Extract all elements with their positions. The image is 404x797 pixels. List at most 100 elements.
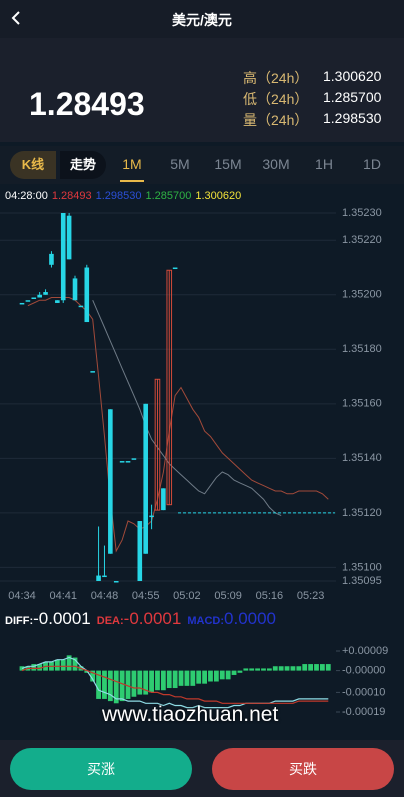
x-tick-label: 04:34: [8, 590, 36, 602]
stat-label: 高（24h）: [243, 70, 309, 86]
trade-button[interactable]: 买跌: [212, 748, 394, 790]
interval-tab[interactable]: 30M: [262, 156, 290, 172]
macd-bar: [37, 664, 43, 671]
macd-bar: [314, 664, 319, 671]
candle-body: [31, 297, 37, 300]
ohlc-value: 1.285700: [145, 190, 192, 202]
x-tick-label: 04:48: [91, 590, 119, 602]
macd-bar: [231, 670, 237, 675]
macd-bar: [149, 670, 154, 693]
stat-value: 1.285700: [323, 89, 382, 105]
macd-bar: [278, 666, 284, 671]
ohlc-value: 1.300620: [195, 190, 242, 202]
y-tick-label: 1.35200: [342, 289, 382, 301]
y-tick-label: 1.35220: [342, 234, 382, 246]
candle-body: [143, 403, 148, 554]
ohlc-header: 04:28:00 1.28493 1.298530 1.285700 1.300620: [5, 190, 245, 202]
macd-bar: [255, 668, 260, 671]
y-tick-label: 1.35140: [342, 452, 382, 464]
macd-bar: [284, 666, 290, 671]
candle-body: [166, 269, 173, 506]
watermark: www.tiaozhuan.net: [102, 703, 279, 726]
interval-tab[interactable]: 15M: [214, 156, 242, 172]
macd-bar: [184, 670, 190, 686]
macd-line: [21, 656, 329, 709]
top-bar: [0, 0, 404, 38]
macd-bar: [243, 668, 249, 671]
macd-bar: [102, 670, 107, 699]
macd-value: -0.0001: [123, 609, 182, 628]
trade-button[interactable]: 买涨: [10, 748, 192, 790]
macd-bar: [319, 664, 325, 671]
macd-label: DIFF:: [5, 615, 34, 627]
ma-line: [27, 297, 329, 553]
y-tick-label: 1.35160: [342, 398, 382, 410]
y-tick-label: 1.35100: [342, 561, 382, 573]
back-button[interactable]: [8, 9, 24, 27]
page-title: 美元/澳元: [172, 12, 232, 28]
candle-body: [66, 215, 72, 260]
macd-bar: [190, 670, 196, 686]
y-tick-label: -0.00010: [342, 686, 385, 698]
y-tick-label: 1.35180: [342, 343, 382, 355]
candle-body: [149, 515, 154, 518]
interval-tab[interactable]: 1H: [315, 156, 333, 172]
candle-body: [125, 461, 131, 463]
x-tick-label: 05:09: [214, 590, 242, 602]
x-tick-label: 05:16: [256, 590, 284, 602]
y-tick-label: +0.00009: [342, 645, 388, 657]
candle-body: [78, 305, 84, 308]
macd-label: MACD:: [187, 615, 225, 627]
candle-body: [55, 300, 60, 303]
macd-header: DIFF:-0.0001 DEA:-0.0001 MACD:0.0000: [5, 609, 282, 629]
macd-label: DEA:: [96, 615, 124, 627]
macd-bar: [90, 670, 96, 682]
macd-bar: [155, 670, 160, 691]
chart-type-tab[interactable]: 走势: [60, 151, 106, 179]
macd-bar: [219, 670, 225, 680]
macd-line: [21, 665, 329, 704]
ticker-panel: [0, 38, 404, 142]
x-tick-label: 05:02: [173, 590, 201, 602]
candle-body: [19, 302, 25, 305]
macd-bar: [84, 670, 90, 673]
macd-bar: [272, 666, 278, 671]
stat-label: 量（24h）: [243, 112, 309, 128]
candle-body: [49, 253, 54, 265]
x-tick-label: 04:55: [132, 590, 160, 602]
price: 1.28493: [29, 86, 145, 122]
macd-bar: [302, 664, 308, 671]
macd-bar: [225, 670, 231, 680]
candle-body: [131, 458, 137, 460]
macd-bar: [131, 670, 137, 697]
chart-type-tab[interactable]: K线: [10, 151, 56, 179]
candle-body: [84, 267, 90, 323]
ohlc-value: 1.28493: [51, 190, 92, 202]
interval-tab[interactable]: 5M: [170, 156, 190, 172]
charts: 1.35230 1.35220 1.35200 1.35180 1.35160 1.351…: [0, 207, 388, 718]
macd-bar: [113, 670, 119, 704]
macd-bar: [125, 670, 131, 699]
x-tick-label: 04:41: [49, 590, 77, 602]
macd-bar: [160, 670, 166, 691]
macd-value: -0.0001: [33, 609, 91, 628]
macd-bar: [266, 668, 272, 671]
macd-bar: [178, 670, 184, 686]
candle-body: [172, 267, 178, 270]
ohlc-value: 1.298530: [95, 190, 142, 202]
macd-bar: [208, 670, 213, 682]
candle-body: [161, 488, 166, 511]
stat-value: 1.300620: [323, 68, 382, 84]
interval-tab[interactable]: 1M: [122, 156, 142, 172]
candle-body: [119, 461, 125, 463]
macd-bar: [143, 670, 149, 695]
candle-body: [108, 409, 113, 554]
macd-bar: [249, 668, 255, 671]
interval-tab[interactable]: 1D: [363, 156, 381, 172]
candle-body: [37, 294, 42, 298]
macd-bar: [66, 655, 72, 671]
macd-bar: [54, 659, 60, 671]
macd-bar: [196, 670, 202, 684]
macd-bar: [202, 670, 207, 684]
macd-bar: [213, 670, 219, 682]
